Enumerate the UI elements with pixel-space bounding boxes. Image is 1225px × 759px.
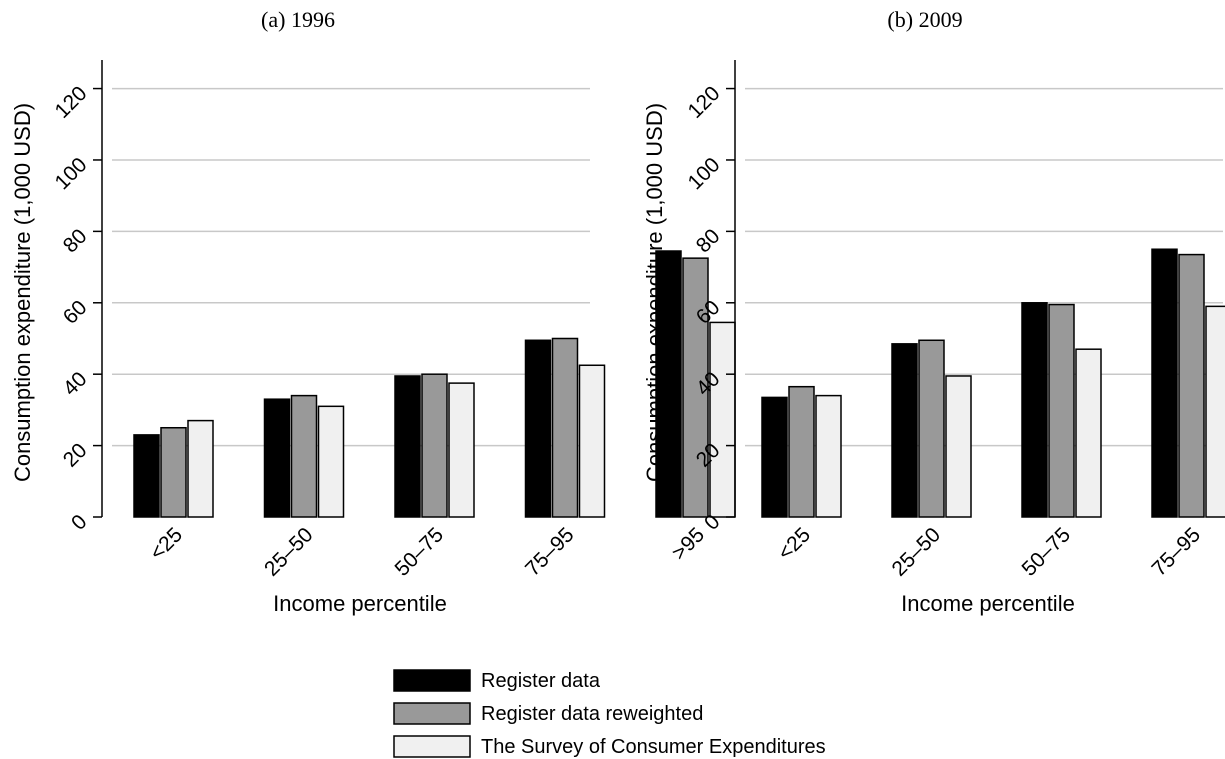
bar: [891, 343, 918, 518]
bar: [421, 373, 448, 518]
bar: [682, 257, 709, 518]
x-tick-label: <25: [146, 523, 187, 564]
x-tick-label: 75–95: [1147, 523, 1205, 581]
bar: [1075, 348, 1102, 518]
panel-2009: 020406080100120<2525–5050–7575–95>95(b) …: [642, 7, 1225, 616]
bar: [578, 364, 606, 518]
x-tick-label: 75–95: [521, 523, 579, 581]
panel-title: (a) 1996: [261, 7, 335, 32]
y-tick-label: 120: [50, 82, 91, 123]
y-tick-label: 80: [59, 225, 92, 258]
bar: [1151, 248, 1178, 518]
y-tick-label: 0: [67, 510, 92, 535]
legend-swatch: [393, 669, 471, 692]
y-tick-label: 120: [683, 82, 724, 123]
y-axis-title: Consumption expenditure (1,000 USD): [642, 103, 667, 482]
y-axis-title: Consumption expenditure (1,000 USD): [10, 103, 35, 482]
bar: [551, 337, 579, 518]
bar: [1178, 253, 1205, 518]
legend-swatch: [393, 702, 471, 725]
x-tick-label: 50–75: [390, 523, 448, 581]
bar: [187, 419, 214, 518]
x-axis-title: Income percentile: [901, 591, 1075, 616]
bar: [263, 398, 291, 518]
bar: [160, 426, 187, 518]
x-tick-label: <25: [774, 523, 815, 564]
bar: [1205, 305, 1225, 518]
bar: [788, 385, 815, 518]
bar: [524, 339, 552, 518]
bar: [655, 250, 682, 518]
bar: [1048, 303, 1075, 518]
y-tick-label: 100: [683, 153, 724, 194]
panel-title: (b) 2009: [887, 7, 962, 32]
y-tick-label: 20: [59, 439, 92, 472]
bar: [945, 375, 972, 518]
legend-swatch: [393, 735, 471, 758]
legend: Register data Register data reweighted The…: [393, 669, 826, 758]
bar: [918, 339, 945, 518]
x-axis-title: Income percentile: [273, 591, 447, 616]
legend-label: Register data: [481, 670, 601, 692]
legend-label: The Survey of Consumer Expenditures: [481, 736, 826, 758]
panel-1996: 0 20 40 60 80 100 120 <25 25–50 50–75 75–95 >95 (a) …: [10, 7, 736, 616]
bar: [448, 382, 475, 518]
y-tick-label: 60: [59, 296, 92, 329]
x-tick-label: >95: [668, 523, 709, 564]
y-tick-label: 100: [50, 153, 91, 194]
bar: [317, 405, 345, 518]
y-tick-label: 40: [59, 367, 92, 400]
bar: [761, 396, 788, 518]
x-tick-label: 25–50: [260, 523, 318, 581]
bar: [133, 434, 160, 518]
bar: [290, 394, 318, 518]
bar: [1021, 302, 1048, 518]
x-tick-label: 50–75: [1017, 523, 1075, 581]
x-tick-label: 25–50: [887, 523, 945, 581]
bar: [394, 375, 421, 518]
bar: [709, 321, 736, 518]
legend-label: Register data reweighted: [481, 703, 703, 725]
y-tick-label: 80: [692, 225, 725, 258]
bar: [815, 394, 842, 518]
